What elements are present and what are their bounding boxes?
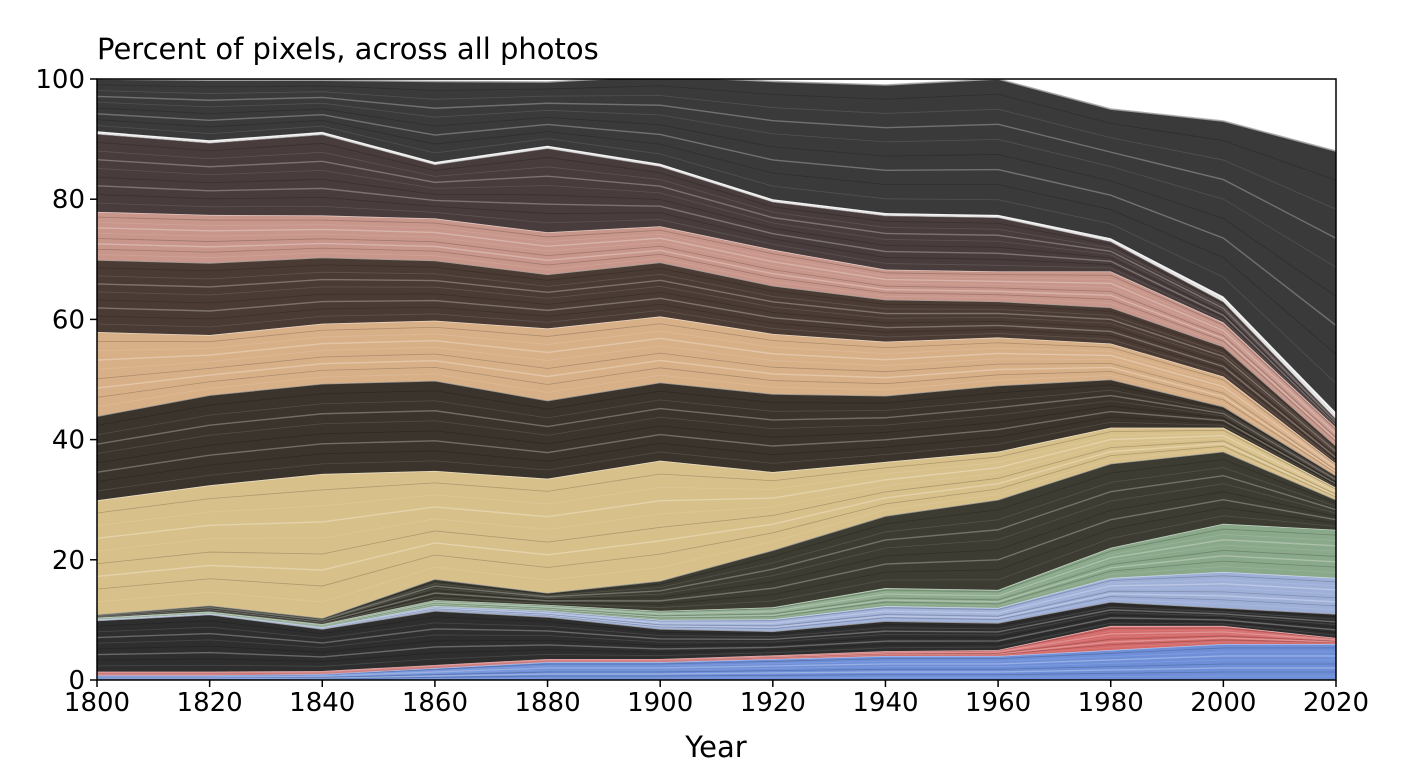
x-tick-label: 1920 [740, 688, 806, 718]
x-tick-label: 2000 [1190, 688, 1256, 718]
area-band-6 [97, 451, 1336, 625]
y-tick-label: 100 [35, 65, 85, 95]
y-tick-label: 80 [52, 185, 85, 215]
plot-frame [96, 78, 1337, 681]
area-band-5 [97, 523, 1336, 628]
y-tick-label: 40 [52, 426, 85, 456]
x-tick-label: 1880 [514, 688, 580, 718]
x-axis-label: Year [684, 730, 746, 764]
x-tick-label: 1960 [965, 688, 1031, 718]
x-tick-label: 1820 [177, 688, 243, 718]
band-striations-9 [97, 323, 1336, 475]
band-striations-14 [97, 84, 1336, 384]
area-band-10 [97, 257, 1336, 464]
band-striations-8 [97, 384, 1336, 492]
area-band-2 [97, 625, 1336, 676]
band-striations-7 [97, 429, 1336, 603]
plot-area [97, 79, 1336, 680]
x-tick-label: 1940 [852, 688, 918, 718]
y-tick-label: 20 [52, 546, 85, 576]
band-edge-14 [97, 79, 1336, 152]
y-tick-label: 0 [68, 666, 85, 696]
band-striations-3 [97, 604, 1336, 667]
chart-title: Percent of pixels, across all photos [97, 32, 599, 66]
band-striations-12 [97, 141, 1336, 427]
x-tick-label: 1900 [627, 688, 693, 718]
y-axis: 0 20 40 60 80 100 [35, 65, 97, 696]
x-tick-label: 2020 [1303, 688, 1369, 718]
x-tick-label: 1840 [289, 688, 355, 718]
area-band-12 [97, 133, 1336, 428]
x-tick-label: 1980 [1078, 688, 1144, 718]
area-band-14 [97, 79, 1336, 413]
area-band-3 [97, 601, 1336, 672]
band-striations-10 [97, 264, 1336, 462]
x-tick-label: 1860 [402, 688, 468, 718]
y-tick-label: 60 [52, 305, 85, 335]
band-striations-5 [97, 528, 1336, 628]
area-band-9 [97, 316, 1336, 476]
x-tick-label: 1800 [64, 688, 130, 718]
area-band-4 [97, 571, 1336, 632]
x-axis: 1800 1820 1840 1860 1880 1900 1920 1940 1960 1980… [64, 680, 1369, 718]
band-striations-11 [97, 216, 1336, 444]
area-band-11 [97, 211, 1336, 446]
